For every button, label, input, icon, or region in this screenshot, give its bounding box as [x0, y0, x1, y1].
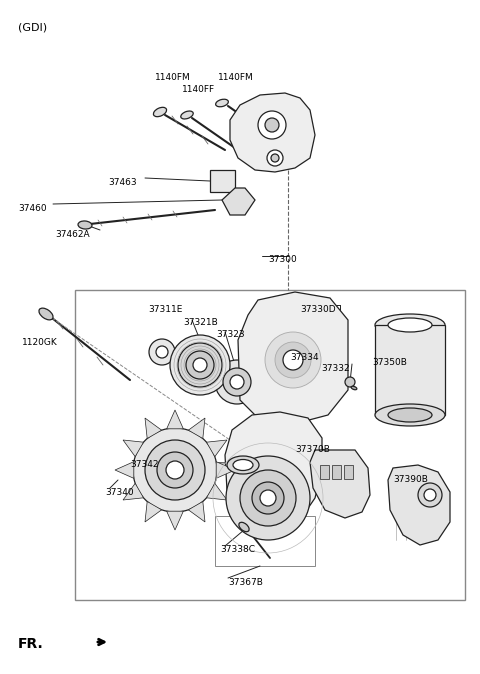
Text: 37350B: 37350B	[372, 358, 407, 367]
Polygon shape	[115, 462, 134, 479]
Circle shape	[240, 470, 296, 526]
Ellipse shape	[227, 456, 259, 474]
Circle shape	[186, 351, 214, 379]
Bar	[375, 325, 445, 415]
Circle shape	[260, 490, 276, 506]
Circle shape	[170, 335, 230, 395]
Ellipse shape	[39, 308, 53, 320]
Circle shape	[271, 154, 279, 162]
Polygon shape	[188, 418, 205, 439]
Ellipse shape	[388, 408, 432, 422]
Circle shape	[267, 150, 283, 166]
Text: 37338C: 37338C	[220, 545, 255, 554]
Text: 37311E: 37311E	[148, 305, 182, 314]
Text: 37342: 37342	[130, 460, 158, 469]
Text: 37321B: 37321B	[183, 318, 218, 327]
Text: 37334: 37334	[290, 353, 319, 362]
Text: 1120GK: 1120GK	[22, 338, 58, 347]
Polygon shape	[167, 410, 183, 429]
Ellipse shape	[375, 404, 445, 426]
Polygon shape	[388, 465, 450, 545]
Ellipse shape	[154, 107, 167, 117]
Text: 1140FM: 1140FM	[218, 73, 254, 82]
Bar	[332, 465, 341, 479]
Circle shape	[156, 346, 168, 358]
Text: 37390B: 37390B	[393, 475, 428, 484]
Circle shape	[193, 358, 207, 372]
Polygon shape	[225, 412, 322, 530]
Text: 37370B: 37370B	[295, 445, 330, 454]
Text: 37330D: 37330D	[300, 305, 336, 314]
Ellipse shape	[216, 99, 228, 106]
Circle shape	[226, 456, 310, 540]
Text: 1140FF: 1140FF	[182, 85, 215, 94]
Bar	[210, 170, 235, 192]
Polygon shape	[188, 501, 205, 522]
Circle shape	[230, 375, 244, 389]
Text: 37463: 37463	[108, 178, 137, 187]
Circle shape	[258, 111, 286, 139]
Circle shape	[166, 461, 184, 479]
Bar	[75, 290, 465, 600]
Circle shape	[265, 332, 321, 388]
Ellipse shape	[351, 386, 357, 390]
Bar	[344, 465, 353, 479]
Polygon shape	[123, 440, 144, 457]
Polygon shape	[206, 440, 227, 457]
Ellipse shape	[181, 111, 193, 119]
Text: 1140FM: 1140FM	[155, 73, 191, 82]
Ellipse shape	[239, 522, 249, 532]
Ellipse shape	[375, 314, 445, 336]
Ellipse shape	[388, 318, 432, 332]
Circle shape	[283, 350, 303, 370]
Circle shape	[133, 428, 217, 512]
Text: 37462A: 37462A	[55, 230, 90, 239]
Polygon shape	[167, 511, 183, 530]
Text: 37323: 37323	[216, 330, 245, 339]
Circle shape	[145, 440, 205, 500]
Polygon shape	[238, 292, 348, 425]
Circle shape	[149, 339, 175, 365]
Polygon shape	[123, 483, 144, 500]
Polygon shape	[230, 93, 315, 172]
Polygon shape	[145, 501, 162, 522]
Ellipse shape	[78, 221, 92, 229]
Polygon shape	[216, 462, 235, 479]
Ellipse shape	[233, 460, 253, 470]
Circle shape	[157, 452, 193, 488]
Circle shape	[424, 489, 436, 501]
Polygon shape	[145, 418, 162, 439]
Text: 37340: 37340	[105, 488, 133, 497]
Circle shape	[265, 118, 279, 132]
Circle shape	[345, 377, 355, 387]
Circle shape	[215, 360, 259, 404]
Circle shape	[418, 483, 442, 507]
Text: 37367B: 37367B	[228, 578, 263, 587]
Circle shape	[178, 343, 222, 387]
Text: 37300: 37300	[268, 255, 297, 264]
Polygon shape	[206, 483, 227, 500]
Text: 37332: 37332	[321, 364, 349, 373]
Bar	[320, 465, 329, 479]
Circle shape	[275, 342, 311, 378]
Bar	[215, 516, 315, 566]
Circle shape	[252, 482, 284, 514]
Circle shape	[223, 368, 251, 396]
Text: (GDI): (GDI)	[18, 22, 47, 32]
Text: FR.: FR.	[18, 637, 44, 651]
Text: 37460: 37460	[18, 204, 47, 213]
Polygon shape	[222, 188, 255, 215]
Polygon shape	[310, 450, 370, 518]
